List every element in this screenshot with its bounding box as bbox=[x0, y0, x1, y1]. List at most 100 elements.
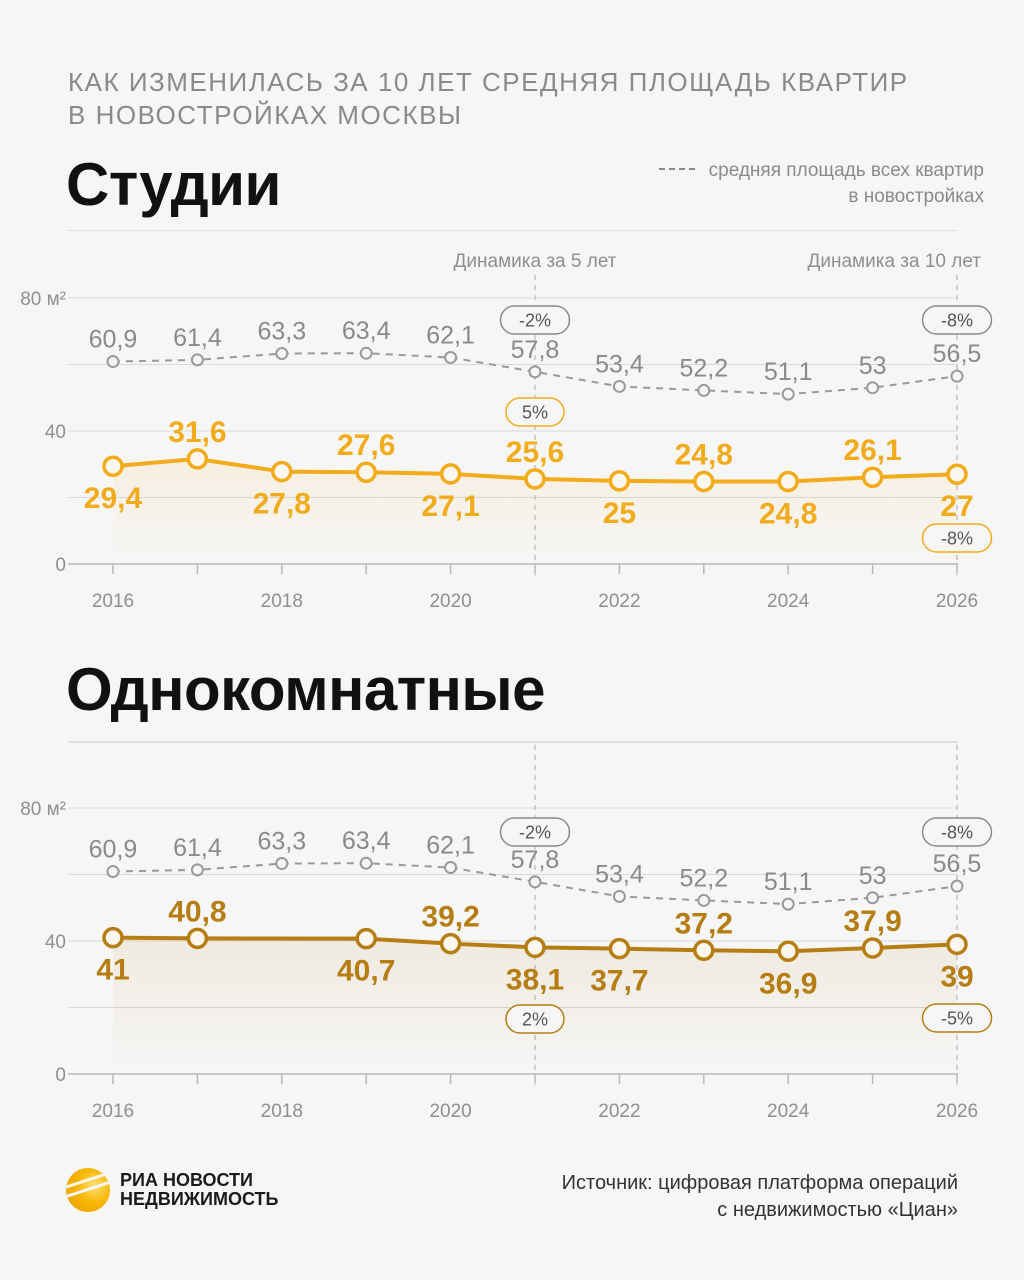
average-value-label: 63,4 bbox=[342, 827, 391, 855]
main-value-label: 41 bbox=[96, 954, 129, 987]
chart-one-room: 0 40 80 м² 2016 2018 2020 2022 2024 2026 60,9 61,4… bbox=[20, 741, 993, 1122]
average-point bbox=[950, 879, 964, 893]
main-point bbox=[693, 939, 715, 962]
main-value-label: 40,8 bbox=[168, 895, 226, 928]
main-value-label: 27,6 bbox=[337, 429, 395, 462]
x-tick-label: 2020 bbox=[429, 1101, 471, 1122]
x-tick-label: 2018 bbox=[261, 1101, 303, 1122]
average-value-label: 51,1 bbox=[764, 868, 813, 896]
main-point bbox=[271, 460, 293, 483]
main-value-label: 37,7 bbox=[590, 965, 648, 998]
main-line bbox=[112, 935, 958, 954]
y-tick-label: 80 м² bbox=[20, 799, 66, 820]
main-point bbox=[439, 463, 462, 485]
pill-average-2026: -8% bbox=[941, 823, 973, 843]
main-point bbox=[946, 463, 968, 485]
pill-average-2021-box bbox=[499, 305, 571, 335]
x-tick-label: 2024 bbox=[767, 591, 810, 612]
x-tick-label: 2026 bbox=[936, 591, 978, 612]
main-value-label: 26,1 bbox=[843, 434, 901, 467]
pill-average-2026: -8% bbox=[941, 311, 973, 331]
main-value-label: 36,9 bbox=[759, 967, 817, 1000]
legend-line-1: средняя площадь всех квартир bbox=[708, 160, 984, 181]
source-line-2: с недвижимостью «Циан» bbox=[717, 1199, 958, 1221]
average-value-label: 63,3 bbox=[257, 318, 306, 346]
y-tick-label: 40 bbox=[45, 932, 66, 953]
main-point bbox=[102, 926, 124, 949]
average-value-label: 61,4 bbox=[173, 834, 222, 862]
average-point bbox=[359, 346, 373, 360]
main-point bbox=[608, 937, 631, 960]
ria-logo-text: РИА НОВОСТИ НЕДВИЖИМОСТЬ bbox=[120, 1171, 278, 1209]
average-point bbox=[866, 891, 880, 905]
main-point bbox=[102, 455, 124, 477]
pill-main-2021: 2% bbox=[522, 1010, 548, 1030]
average-point bbox=[106, 355, 120, 369]
x-tick-label: 2016 bbox=[92, 1101, 134, 1122]
x-tick-label: 2018 bbox=[261, 591, 303, 612]
main-value-label: 38,1 bbox=[506, 963, 564, 996]
main-value-label: 39 bbox=[940, 960, 973, 993]
main-point bbox=[946, 933, 968, 956]
average-value-label: 56,5 bbox=[933, 850, 982, 878]
main-point bbox=[861, 466, 884, 488]
average-value-label: 62,1 bbox=[426, 832, 475, 860]
main-point bbox=[439, 932, 462, 955]
source-note: Источник: цифровая платформа операций с … bbox=[562, 1170, 958, 1224]
average-point bbox=[697, 383, 711, 397]
average-point bbox=[528, 875, 542, 889]
main-point bbox=[608, 470, 631, 492]
main-value-label: 29,4 bbox=[84, 482, 143, 515]
average-value-label: 52,2 bbox=[679, 864, 728, 892]
pill-average-2021: -2% bbox=[519, 311, 551, 331]
pill-main-2026-box bbox=[921, 1003, 993, 1033]
main-value-label: 24,8 bbox=[675, 439, 733, 472]
y-tick-label: 0 bbox=[55, 1065, 66, 1086]
pill-average-2021-box bbox=[499, 817, 571, 847]
average-value-label: 62,1 bbox=[426, 322, 475, 350]
x-tick-label: 2026 bbox=[936, 1101, 978, 1122]
main-point bbox=[355, 461, 377, 483]
main-point bbox=[186, 448, 209, 470]
average-point bbox=[950, 369, 964, 383]
supertitle-line-2: В НОВОСТРОЙКАХ МОСКВЫ bbox=[68, 100, 463, 130]
x-tick-label: 2016 bbox=[92, 591, 134, 612]
x-tick-label: 2020 bbox=[429, 591, 471, 612]
average-point bbox=[866, 381, 880, 395]
main-point bbox=[777, 470, 799, 493]
average-value-label: 60,9 bbox=[89, 836, 138, 864]
y-tick-label: 0 bbox=[55, 555, 66, 576]
average-point bbox=[528, 365, 542, 379]
average-point bbox=[781, 897, 795, 911]
pill-average-2026-box bbox=[921, 817, 993, 847]
main-value-label: 27,1 bbox=[421, 490, 479, 523]
main-value-label: 39,2 bbox=[421, 901, 479, 934]
main-value-label: 25 bbox=[603, 497, 636, 530]
average-point bbox=[612, 889, 626, 903]
main-point bbox=[861, 937, 884, 959]
legend-dashed-line bbox=[658, 167, 695, 170]
supertitle-line-1: КАК ИЗМЕНИЛАСЬ ЗА 10 ЛЕТ СРЕДНЯЯ ПЛОЩАДЬ… bbox=[68, 67, 909, 97]
section-title-one-room: Однокомнатные bbox=[66, 656, 545, 723]
average-point bbox=[697, 893, 711, 907]
average-value-label: 53 bbox=[859, 352, 887, 380]
dynamics-header: Динамика за 5 лет bbox=[454, 251, 617, 272]
main-area-glow bbox=[113, 458, 957, 564]
average-point bbox=[106, 865, 120, 879]
average-value-label: 53 bbox=[859, 862, 887, 890]
average-line bbox=[112, 352, 958, 396]
average-point bbox=[275, 347, 289, 361]
x-tick-label: 2022 bbox=[598, 591, 640, 612]
main-value-label: 31,6 bbox=[168, 416, 226, 449]
legend: средняя площадь всех квартир в новострой… bbox=[658, 158, 984, 210]
average-point bbox=[359, 856, 373, 870]
legend-line-2: в новостройках bbox=[848, 186, 984, 207]
pill-average-2021: -2% bbox=[519, 823, 551, 843]
chart-studio: 0 40 80 м² 2016 2018 2020 2022 2024 2026 Динамика… bbox=[20, 230, 993, 612]
main-point bbox=[524, 936, 546, 959]
x-tick-label: 2022 bbox=[598, 1101, 640, 1122]
average-value-label: 53,4 bbox=[595, 350, 644, 378]
logo-line-2: НЕДВИЖИМОСТЬ bbox=[120, 1189, 279, 1209]
main-point bbox=[524, 468, 546, 490]
main-point bbox=[693, 470, 715, 493]
